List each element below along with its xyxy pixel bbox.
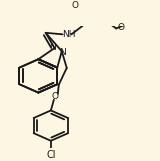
Text: NH: NH [62,30,75,39]
Text: Cl: Cl [46,150,56,160]
Text: N: N [59,48,66,57]
Text: N: N [49,43,56,52]
Text: O: O [72,1,79,10]
Text: O: O [118,23,125,32]
Text: O: O [51,92,58,101]
